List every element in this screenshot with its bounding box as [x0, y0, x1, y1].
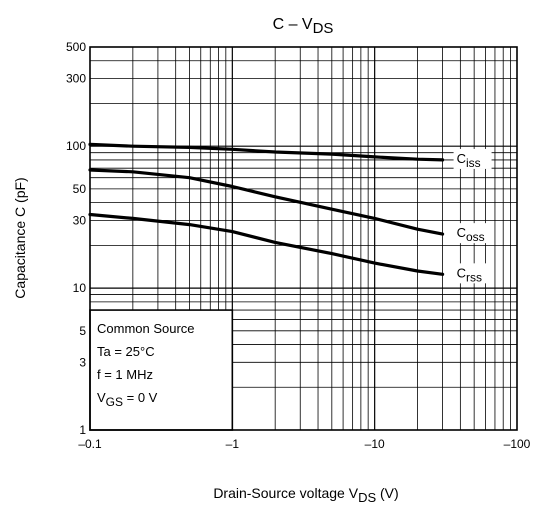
series-label-iss: Ciss [457, 151, 481, 170]
series-label-oss: Coss [457, 225, 485, 244]
conditions-box: Common Source Ta = 25°C f = 1 MHz VGS = 0 V [89, 309, 234, 431]
series-label-bg-rss [453, 263, 492, 284]
series-line-oss [88, 168, 445, 236]
x-tick-label: –100 [504, 437, 531, 451]
x-tick-label: –1 [226, 437, 240, 451]
series-line-rss [88, 212, 445, 276]
y-axis-label: Capacitance C (pF) [12, 177, 28, 298]
y-tick-label: 30 [73, 213, 87, 227]
condition-line: VGS = 0 V [97, 390, 158, 409]
y-tick-label: 1 [79, 423, 86, 437]
x-tick-label: –0.1 [78, 437, 102, 451]
y-tick-label: 3 [79, 355, 86, 369]
x-tick-label: –10 [365, 437, 385, 451]
tick-labels: –0.1 –1 –10 –100 1 3 5 10 30 50 100 300 500 [66, 40, 531, 451]
y-tick-label: 5 [79, 324, 86, 338]
series-label-rss: Crss [457, 265, 482, 284]
x-axis-label: Drain-Source voltage VDS (V) [213, 485, 398, 505]
y-tick-label: 500 [66, 40, 86, 54]
y-tick-label: 50 [73, 182, 87, 196]
series-line-iss [88, 142, 445, 162]
axis-labels: C – VDS Drain-Source voltage VDS (V) Capac… [12, 16, 399, 505]
y-tick-label: 10 [73, 281, 87, 295]
condition-line: f = 1 MHz [97, 367, 153, 382]
condition-line: Common Source [97, 321, 195, 336]
y-tick-label: 100 [66, 139, 86, 153]
chart-title: C – VDS [273, 16, 334, 37]
plot-frame [89, 46, 518, 431]
condition-line: Ta = 25°C [97, 344, 155, 359]
series-label-bg-iss [453, 148, 492, 169]
grid-lines [90, 47, 517, 430]
y-tick-label: 300 [66, 71, 86, 85]
series-label-bg-oss [453, 223, 492, 244]
series-lines: Ciss Coss Crss [88, 142, 492, 284]
